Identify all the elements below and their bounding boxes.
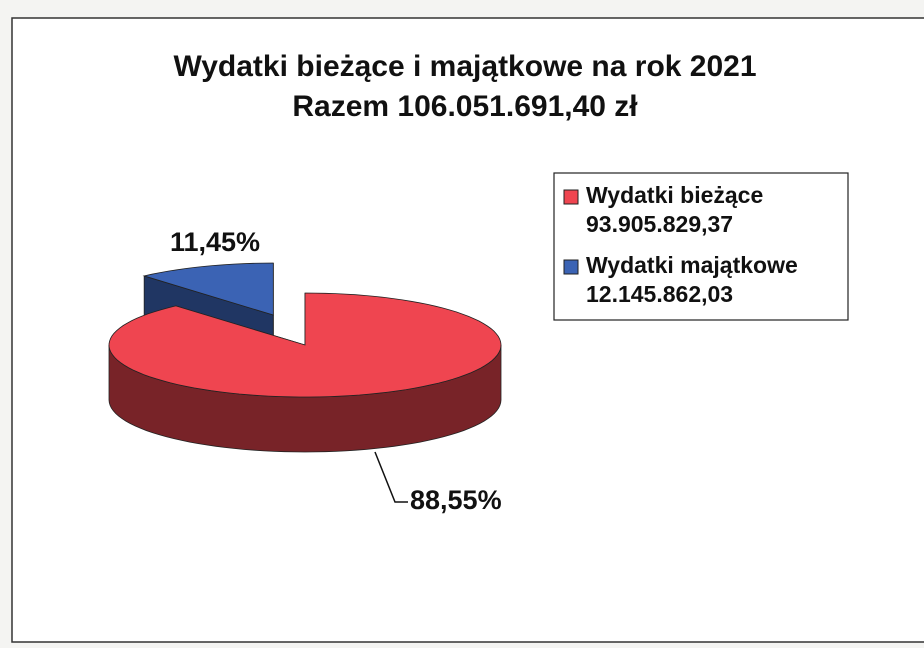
legend-label: Wydatki bieżące xyxy=(586,182,763,208)
legend-label: Wydatki majątkowe xyxy=(586,252,798,278)
pie: 11,45% 88,55% xyxy=(108,227,502,515)
legend: Wydatki bieżące 93.905.829,37 Wydatki mają… xyxy=(553,172,849,321)
value-label: 88,55% xyxy=(410,485,502,515)
legend-box xyxy=(553,172,849,321)
slice-top xyxy=(108,292,502,398)
legend-swatch xyxy=(563,189,579,205)
chart-title: Wydatki bieżące i majątkowe na rok 2021 xyxy=(173,50,756,83)
legend-amount: 12.145.862,03 xyxy=(586,281,733,307)
legend-swatch xyxy=(563,259,579,275)
chart-subtitle: Razem 106.051.691,40 zł xyxy=(292,90,638,123)
leader-line xyxy=(374,451,408,503)
slice-top xyxy=(142,262,274,316)
legend-amount: 93.905.829,37 xyxy=(586,211,733,237)
value-label: 11,45% xyxy=(170,227,260,257)
